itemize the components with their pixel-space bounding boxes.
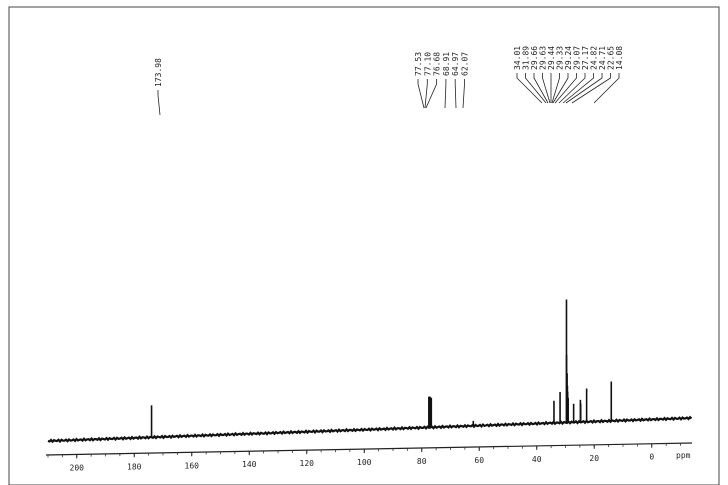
peak-label: 77.10 xyxy=(423,52,432,76)
axis-tick-label: 200 xyxy=(70,463,85,472)
axis-tick-label: 120 xyxy=(300,459,315,468)
peak-label: 14.08 xyxy=(615,46,624,70)
peak-label: 77.53 xyxy=(414,52,423,76)
axis-unit-label: ppm xyxy=(676,451,691,460)
axis-tick-label: 80 xyxy=(417,457,427,466)
chart-frame xyxy=(9,7,719,485)
axis-tick-label: 40 xyxy=(532,455,542,464)
peak-label: 64.97 xyxy=(451,52,460,76)
peak-label: 173.98 xyxy=(154,58,163,87)
axis-tick-label: 100 xyxy=(357,458,372,467)
peak-label: 76.68 xyxy=(433,52,442,76)
axis-tick-label: 180 xyxy=(127,462,142,471)
axis-tick-label: 140 xyxy=(242,460,257,469)
peak-label: 62.07 xyxy=(461,52,470,76)
axis-tick-label: 20 xyxy=(589,454,599,463)
axis-tick-label: 60 xyxy=(474,456,484,465)
axis-tick-label: 0 xyxy=(649,453,654,462)
axis-tick-label: 160 xyxy=(185,461,200,470)
peak-label: 68.91 xyxy=(442,52,451,76)
